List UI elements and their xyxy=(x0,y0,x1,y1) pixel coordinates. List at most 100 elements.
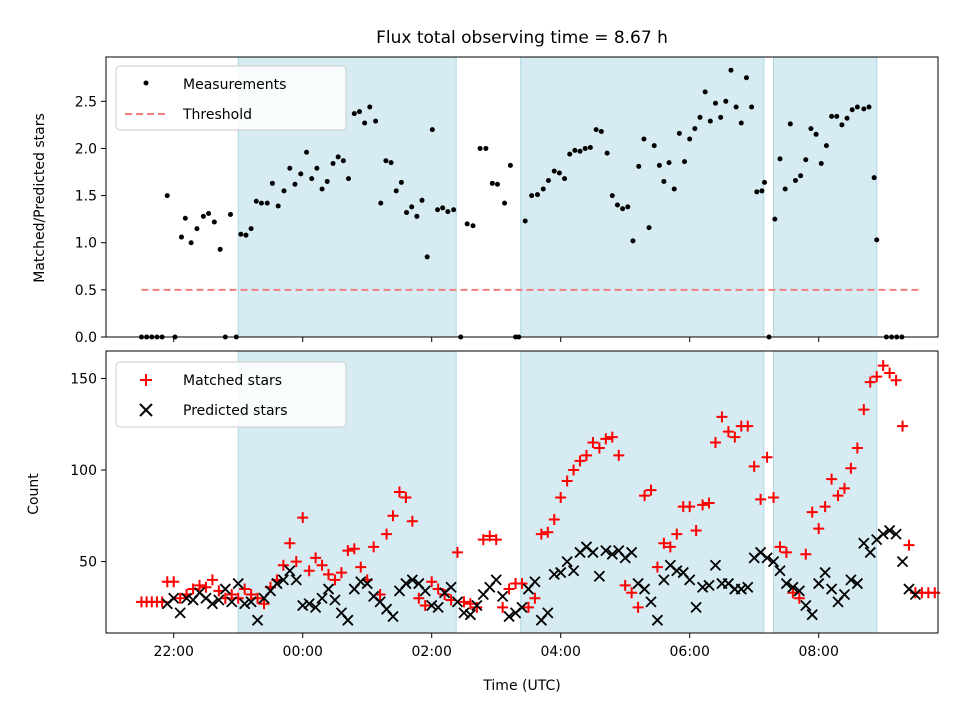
measurement-point xyxy=(702,89,708,95)
measurement-point xyxy=(298,171,304,177)
measurement-point xyxy=(551,168,557,174)
predicted-point xyxy=(883,524,896,537)
matched-point xyxy=(755,493,767,505)
chart-title: Flux total observing time = 8.67 h xyxy=(376,28,668,48)
matched-point xyxy=(703,497,715,509)
matched-point xyxy=(348,543,360,555)
predicted-point xyxy=(858,537,870,549)
measurement-point xyxy=(661,178,667,184)
measurement-point xyxy=(309,176,315,182)
measurement-point xyxy=(494,181,500,187)
measurement-point xyxy=(253,198,259,204)
measurement-point xyxy=(507,162,513,168)
matched-point xyxy=(335,567,347,579)
predicted-point xyxy=(742,581,754,593)
measurement-point xyxy=(567,151,573,157)
axes-frames xyxy=(105,56,939,634)
measurement-point xyxy=(409,204,415,210)
measurement-point xyxy=(697,114,703,120)
predicted-point xyxy=(497,590,509,603)
predicted-point xyxy=(851,577,864,590)
legend-measurements-label: Measurements xyxy=(183,77,286,93)
x-tick-label: 06:00 xyxy=(670,644,710,660)
matched-point xyxy=(342,545,354,557)
matched-point xyxy=(709,437,721,449)
predicted-point xyxy=(819,566,831,579)
measurement-point xyxy=(340,158,346,164)
legend-measurements-marker xyxy=(143,80,149,86)
predicted-point xyxy=(825,583,838,595)
matched-point xyxy=(645,484,657,496)
measurement-point xyxy=(598,128,604,134)
measurement-point xyxy=(692,126,698,132)
measurement-point xyxy=(182,215,188,221)
matched-point xyxy=(381,528,393,540)
measurement-point xyxy=(419,197,425,203)
predicted-point xyxy=(600,544,612,557)
matched-point xyxy=(832,490,844,502)
measurement-point xyxy=(314,165,320,171)
matched-point xyxy=(768,491,780,503)
matched-point xyxy=(639,490,651,502)
top-y-tick-label: 1.5 xyxy=(75,189,97,205)
predicted-point xyxy=(400,577,412,590)
measurement-point xyxy=(861,106,867,112)
matched-point xyxy=(284,537,296,549)
predicted-point xyxy=(206,598,219,610)
matched-point xyxy=(580,449,592,461)
measurement-point xyxy=(269,180,275,186)
measurement-point xyxy=(398,179,404,185)
measurement-point xyxy=(351,111,357,117)
matched-point xyxy=(277,559,289,571)
measurement-point xyxy=(754,189,760,195)
measurement-point xyxy=(529,193,535,199)
top-y-tick-label: 1.0 xyxy=(75,236,97,252)
matched-point xyxy=(606,431,618,443)
matched-point xyxy=(858,404,870,416)
measurement-point xyxy=(823,143,829,149)
matched-point xyxy=(761,451,773,463)
matched-point xyxy=(200,581,212,593)
matched-point xyxy=(355,561,367,573)
matched-point xyxy=(555,491,567,503)
measurement-point xyxy=(787,121,793,127)
matched-point xyxy=(490,534,502,546)
measurement-point xyxy=(217,246,223,252)
matched-point xyxy=(838,482,850,494)
predicted-point xyxy=(271,577,283,590)
predicted-point xyxy=(309,601,322,614)
measurement-point xyxy=(844,115,850,121)
measurement-point xyxy=(728,67,734,73)
predicted-point xyxy=(406,574,418,586)
matched-point xyxy=(535,528,547,540)
matched-point xyxy=(290,556,302,568)
predicted-point xyxy=(180,592,193,604)
matched-point xyxy=(245,589,257,601)
matched-point xyxy=(890,374,902,386)
matched-point xyxy=(742,420,754,432)
measurement-point xyxy=(200,213,206,219)
measurement-point xyxy=(243,232,249,238)
matched-point xyxy=(406,515,418,527)
matched-point xyxy=(729,431,741,443)
matched-point xyxy=(258,598,270,610)
matched-point xyxy=(903,539,915,551)
matched-point xyxy=(303,565,315,577)
matched-point xyxy=(626,587,638,599)
predicted-point xyxy=(232,577,244,590)
measurement-point xyxy=(723,98,729,104)
measurement-point xyxy=(281,188,287,194)
measurement-point xyxy=(620,206,626,212)
matched-point xyxy=(871,371,883,383)
matched-point xyxy=(568,464,580,476)
matched-point xyxy=(748,460,760,472)
matched-point xyxy=(329,574,341,586)
predicted-point xyxy=(645,596,657,608)
predicted-point xyxy=(877,528,889,540)
matched-point xyxy=(664,541,676,553)
measurement-point xyxy=(666,160,672,166)
measurement-point xyxy=(248,226,254,232)
predicted-point xyxy=(793,585,805,597)
measurement-point xyxy=(582,145,588,151)
matched-point xyxy=(697,499,709,511)
